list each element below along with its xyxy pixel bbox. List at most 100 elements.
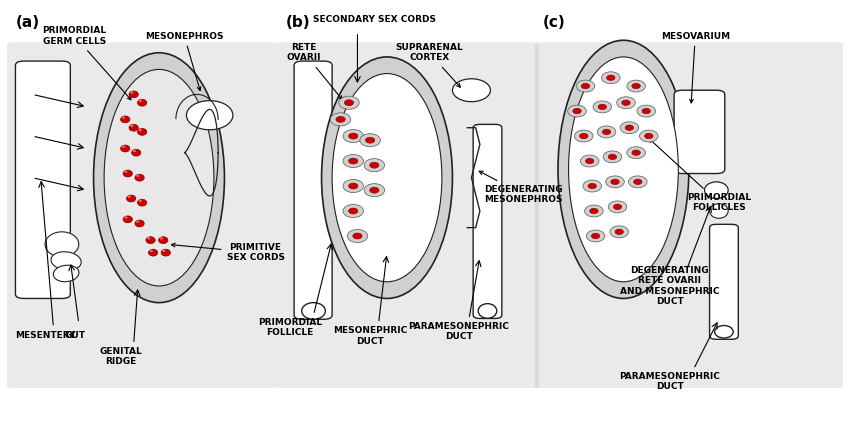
Ellipse shape: [45, 232, 79, 257]
Text: MESENTERY: MESENTERY: [15, 331, 76, 341]
Ellipse shape: [162, 249, 170, 256]
Ellipse shape: [610, 226, 628, 238]
Text: PRIMITIVE
SEX CORDS: PRIMITIVE SEX CORDS: [172, 243, 285, 262]
Ellipse shape: [628, 176, 647, 188]
Ellipse shape: [123, 216, 133, 223]
Ellipse shape: [94, 53, 224, 303]
Ellipse shape: [132, 149, 141, 156]
Ellipse shape: [598, 104, 607, 110]
Ellipse shape: [129, 91, 139, 98]
FancyBboxPatch shape: [710, 225, 739, 339]
Ellipse shape: [139, 129, 142, 131]
Ellipse shape: [54, 265, 79, 282]
Ellipse shape: [633, 179, 642, 184]
Ellipse shape: [370, 187, 379, 193]
Ellipse shape: [602, 72, 620, 84]
Ellipse shape: [632, 84, 640, 89]
Ellipse shape: [370, 162, 379, 168]
Text: PRIMORDIAL
FOLLICLES: PRIMORDIAL FOLLICLES: [649, 139, 751, 212]
Ellipse shape: [617, 97, 635, 109]
Ellipse shape: [573, 108, 581, 114]
Ellipse shape: [620, 122, 638, 134]
Ellipse shape: [364, 159, 384, 172]
Ellipse shape: [321, 57, 452, 298]
Ellipse shape: [353, 233, 362, 239]
Ellipse shape: [614, 204, 621, 210]
Ellipse shape: [124, 216, 128, 219]
Ellipse shape: [104, 69, 214, 286]
Ellipse shape: [598, 126, 616, 138]
Ellipse shape: [339, 96, 360, 109]
Text: GENITAL
RIDGE: GENITAL RIDGE: [99, 347, 142, 366]
Ellipse shape: [452, 79, 490, 102]
Ellipse shape: [569, 57, 678, 282]
Ellipse shape: [558, 40, 688, 298]
Ellipse shape: [302, 303, 326, 319]
Ellipse shape: [129, 124, 139, 131]
Ellipse shape: [588, 183, 597, 189]
Ellipse shape: [136, 220, 139, 223]
FancyBboxPatch shape: [535, 42, 843, 388]
Ellipse shape: [590, 208, 598, 214]
FancyBboxPatch shape: [277, 42, 539, 388]
Text: MESONEPHROS: MESONEPHROS: [145, 32, 224, 91]
Ellipse shape: [159, 237, 167, 243]
FancyBboxPatch shape: [473, 124, 502, 319]
Text: GUT: GUT: [64, 331, 85, 341]
FancyBboxPatch shape: [294, 61, 332, 319]
Ellipse shape: [348, 183, 358, 189]
Ellipse shape: [585, 205, 604, 217]
Text: (c): (c): [543, 15, 566, 30]
Ellipse shape: [360, 134, 380, 147]
Ellipse shape: [348, 208, 358, 214]
Ellipse shape: [581, 84, 590, 89]
Ellipse shape: [611, 179, 619, 184]
Ellipse shape: [348, 230, 368, 243]
Ellipse shape: [128, 195, 131, 198]
Ellipse shape: [632, 150, 640, 155]
Ellipse shape: [626, 80, 645, 92]
Ellipse shape: [138, 99, 147, 106]
FancyBboxPatch shape: [674, 90, 725, 173]
Ellipse shape: [139, 200, 142, 202]
Ellipse shape: [637, 105, 655, 117]
Ellipse shape: [147, 237, 150, 240]
Ellipse shape: [615, 229, 623, 235]
Ellipse shape: [366, 137, 375, 143]
Ellipse shape: [121, 145, 130, 152]
Ellipse shape: [139, 100, 142, 102]
Ellipse shape: [343, 154, 364, 168]
Ellipse shape: [123, 170, 133, 177]
Text: (b): (b): [286, 15, 310, 30]
Text: (a): (a): [15, 15, 40, 30]
Ellipse shape: [715, 325, 734, 338]
Ellipse shape: [332, 73, 442, 282]
Text: DEGENERATING
MESONEPHROS: DEGENERATING MESONEPHROS: [479, 171, 563, 204]
Ellipse shape: [160, 237, 163, 240]
Ellipse shape: [135, 220, 144, 227]
Ellipse shape: [122, 146, 125, 148]
Ellipse shape: [593, 101, 612, 113]
Ellipse shape: [331, 113, 351, 126]
Text: SECONDARY SEX CORDS: SECONDARY SEX CORDS: [313, 15, 436, 24]
Ellipse shape: [583, 180, 602, 192]
Text: SUPRARENAL
CORTEX: SUPRARENAL CORTEX: [395, 43, 463, 87]
Ellipse shape: [710, 204, 728, 218]
Ellipse shape: [364, 184, 384, 197]
Ellipse shape: [124, 170, 128, 173]
Ellipse shape: [586, 158, 594, 164]
Ellipse shape: [604, 151, 621, 163]
Ellipse shape: [621, 100, 630, 106]
Text: PRIMORDIAL
GERM CELLS: PRIMORDIAL GERM CELLS: [42, 27, 131, 100]
Text: PRIMORDIAL
FOLLICLE: PRIMORDIAL FOLLICLE: [258, 318, 322, 337]
Ellipse shape: [51, 252, 82, 270]
Text: RETE
OVARII: RETE OVARII: [287, 43, 343, 100]
Ellipse shape: [575, 130, 593, 142]
Ellipse shape: [343, 179, 364, 192]
Ellipse shape: [138, 128, 147, 135]
Ellipse shape: [586, 230, 605, 242]
Ellipse shape: [606, 176, 624, 188]
Ellipse shape: [576, 80, 595, 92]
Ellipse shape: [639, 130, 658, 142]
Text: PARAMESONEPHRIC
DUCT: PARAMESONEPHRIC DUCT: [620, 372, 720, 392]
